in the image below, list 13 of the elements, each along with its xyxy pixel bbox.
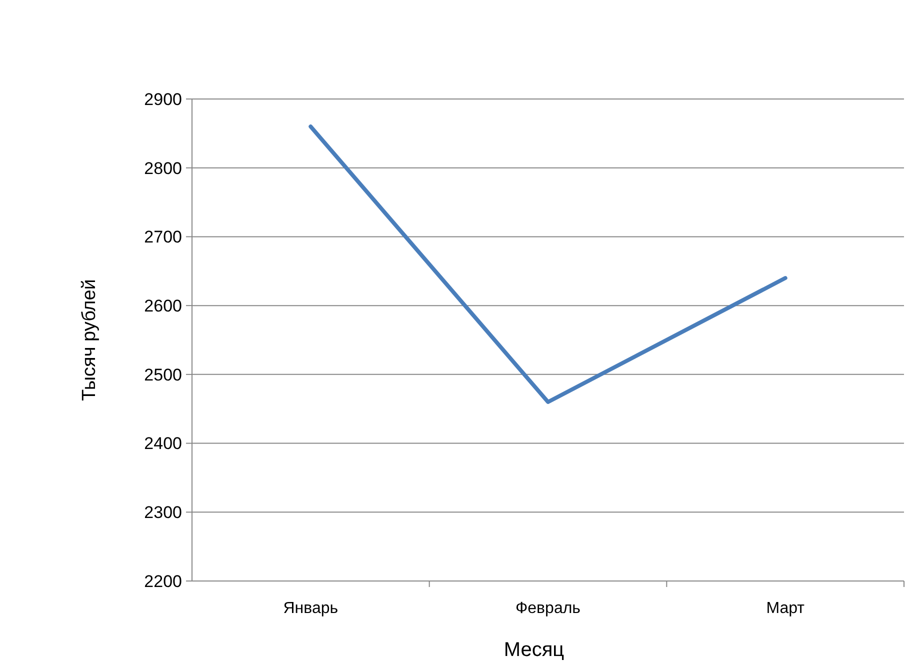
y-tick-label: 2800 [144,158,182,178]
x-tick-label: Февраль [515,600,581,617]
y-tick-label: 2900 [144,90,182,109]
y-axis-title: Тысяч рублей [79,279,100,401]
x-axis-title: Месяц [504,639,564,661]
y-tick-label: 2600 [144,296,182,316]
y-tick-label: 2500 [144,365,182,384]
x-tick-label: Январь [283,600,338,617]
x-tick-label: Март [766,600,806,617]
y-tick-label: 2200 [144,572,182,591]
y-tick-label: 2700 [144,228,182,247]
y-tick-label: 2300 [144,503,182,522]
y-tick-label: 2400 [144,434,182,454]
